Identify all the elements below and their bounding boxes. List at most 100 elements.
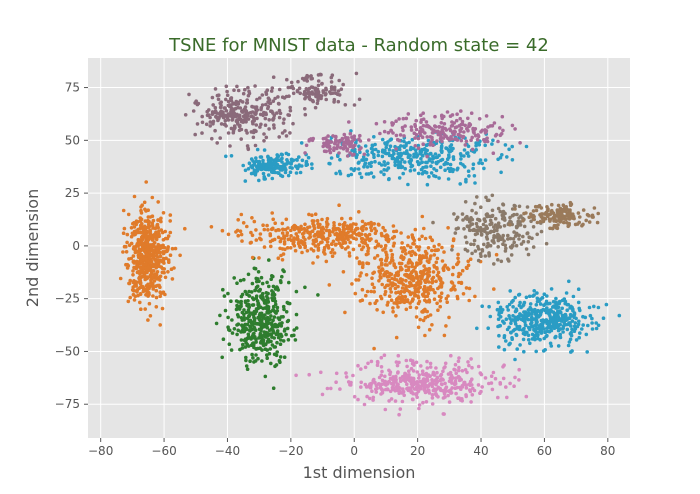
data-point <box>269 89 274 93</box>
data-point <box>285 77 289 82</box>
data-point <box>301 235 306 239</box>
data-point <box>292 244 297 248</box>
data-point <box>459 138 464 143</box>
data-point <box>403 166 408 171</box>
data-point <box>429 171 434 175</box>
data-point <box>527 235 531 239</box>
data-point <box>382 172 386 177</box>
data-point <box>270 176 275 181</box>
data-point <box>368 301 372 306</box>
data-point <box>310 162 314 166</box>
data-point <box>387 399 391 403</box>
data-point <box>341 146 346 150</box>
data-point <box>432 244 437 249</box>
data-point <box>291 91 296 96</box>
data-point <box>287 113 292 117</box>
data-point <box>496 139 500 144</box>
data-point <box>404 252 408 256</box>
data-point <box>379 268 384 273</box>
data-point <box>161 243 165 248</box>
data-point <box>292 237 296 242</box>
data-point <box>327 283 332 287</box>
data-point <box>330 248 335 252</box>
data-point <box>252 342 256 347</box>
data-point <box>371 148 375 152</box>
data-point <box>375 299 379 303</box>
data-point <box>331 239 336 244</box>
data-point <box>596 305 601 310</box>
data-point <box>559 212 564 217</box>
data-point <box>499 259 504 264</box>
data-point <box>541 219 546 224</box>
data-point <box>247 334 251 339</box>
data-point <box>298 170 303 175</box>
data-point <box>257 279 261 284</box>
data-point <box>309 85 314 89</box>
data-point <box>241 120 246 124</box>
data-point <box>483 158 488 162</box>
data-point <box>403 160 407 164</box>
data-point <box>288 170 293 174</box>
data-point <box>242 308 246 312</box>
data-point <box>502 334 507 338</box>
data-point <box>392 262 396 266</box>
data-point <box>388 272 393 277</box>
data-point <box>472 388 477 393</box>
data-point <box>441 369 445 374</box>
data-point <box>272 113 277 118</box>
data-point <box>332 221 336 225</box>
data-point <box>567 340 572 344</box>
data-point <box>496 317 501 322</box>
data-point <box>485 245 489 249</box>
data-point <box>390 252 395 257</box>
data-point <box>418 133 423 137</box>
data-point <box>468 228 472 233</box>
data-point <box>270 289 274 293</box>
data-point <box>391 224 396 228</box>
data-point <box>545 211 549 216</box>
data-point <box>284 217 289 222</box>
data-point <box>352 137 357 141</box>
data-point <box>469 242 473 247</box>
data-point <box>409 128 414 132</box>
data-point <box>236 118 240 122</box>
data-point <box>227 342 232 347</box>
data-point <box>246 113 250 118</box>
data-point <box>324 88 329 92</box>
data-point <box>294 289 299 294</box>
data-point <box>252 309 257 314</box>
x-tick-label: −20 <box>278 444 303 458</box>
data-point <box>501 376 506 381</box>
data-point <box>517 303 522 308</box>
data-point <box>131 273 135 277</box>
data-point <box>280 258 285 262</box>
data-point <box>556 344 561 348</box>
data-point <box>492 287 496 291</box>
data-point <box>222 294 227 298</box>
data-point <box>477 117 482 121</box>
data-point <box>325 386 330 391</box>
data-point <box>397 386 401 390</box>
data-point <box>472 174 477 178</box>
data-point <box>557 300 561 304</box>
data-point <box>324 97 329 102</box>
data-point <box>478 225 483 230</box>
data-point <box>137 280 141 284</box>
data-point <box>457 280 461 285</box>
data-point <box>408 168 413 173</box>
data-point <box>152 279 157 283</box>
data-point <box>271 386 276 391</box>
data-point <box>373 245 378 250</box>
data-point <box>232 276 236 280</box>
data-point <box>500 217 505 221</box>
data-point <box>273 345 278 349</box>
data-point <box>395 363 400 368</box>
data-point <box>487 198 491 203</box>
data-point <box>568 337 573 342</box>
data-point <box>377 279 381 283</box>
data-point <box>379 365 384 369</box>
data-point <box>360 287 365 292</box>
data-point <box>410 137 415 142</box>
data-point <box>402 290 407 294</box>
data-point <box>271 284 276 289</box>
